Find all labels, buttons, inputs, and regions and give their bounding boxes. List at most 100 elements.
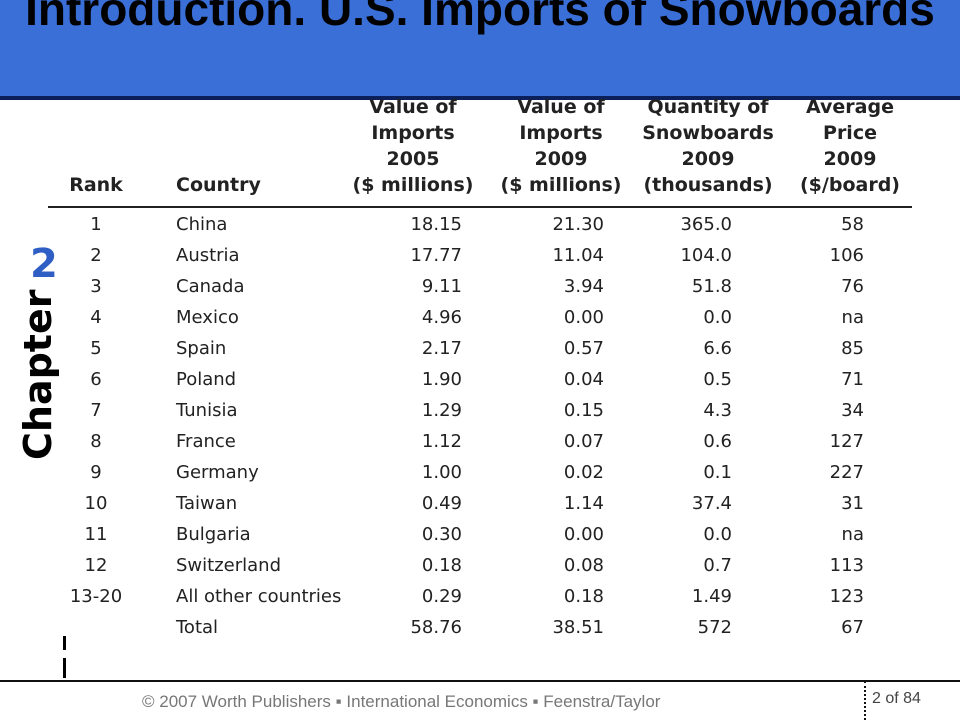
cell-country: Canada <box>176 276 245 297</box>
cell-value-2009: 0.15 <box>563 400 604 421</box>
header-quantity-2009: Quantity of Snowboards 2009 (thousands) <box>642 96 774 196</box>
chapter-number: 2 <box>30 241 58 287</box>
cell-country: Switzerland <box>176 555 281 576</box>
cell-rank: 4 <box>90 307 102 328</box>
cell-value-2009: 0.04 <box>563 369 604 390</box>
imports-table: Rank Country Value of Imports 2005 ($ mi… <box>48 96 912 638</box>
cell-country: Tunisia <box>176 400 238 421</box>
cell-value-2009: 0.00 <box>563 307 604 328</box>
cell-value-2009: 1.14 <box>563 493 604 514</box>
cell-rank: 12 <box>84 555 108 576</box>
cell-rank <box>48 612 144 643</box>
cell-value-2009: 0.18 <box>563 586 604 607</box>
page-number: 2 of 84 <box>872 690 921 707</box>
cell-value-2009: 0.08 <box>563 555 604 576</box>
cell-quantity-2009: 0.1 <box>703 462 732 483</box>
cell-price-2009: 106 <box>829 245 864 266</box>
cell-value-2005: 0.29 <box>421 586 462 607</box>
header-rank: Rank <box>69 174 123 196</box>
table-row: 2 Austria 17.77 11.04 104.0 106 <box>48 240 912 271</box>
cell-price-2009: 58 <box>841 214 864 235</box>
cell-value-2005: 0.49 <box>421 493 462 514</box>
cell-value-2005: 4.96 <box>421 307 462 328</box>
table-row: 3 Canada 9.11 3.94 51.8 76 <box>48 271 912 302</box>
cell-country: Germany <box>176 462 259 483</box>
cell-quantity-2009: 0.0 <box>703 524 732 545</box>
cell-value-2005: 0.18 <box>421 555 462 576</box>
cell-price-2009: 85 <box>841 338 864 359</box>
cell-country: Bulgaria <box>176 524 251 545</box>
footer-separator <box>864 681 866 720</box>
cell-rank: 9 <box>90 462 102 483</box>
table-row: 1 China 18.15 21.30 365.0 58 <box>48 209 912 240</box>
cell-value-2005: 1.29 <box>421 400 462 421</box>
cell-rank: 13-20 <box>69 586 123 607</box>
cell-quantity-2009: 0.7 <box>703 555 732 576</box>
cell-value-2009: 0.00 <box>563 524 604 545</box>
footer-credit: © 2007 Worth Publishers ▪ International … <box>142 692 661 711</box>
cell-quantity-2009: 572 <box>697 617 732 638</box>
cell-country: France <box>176 431 236 452</box>
cell-quantity-2009: 104.0 <box>680 245 732 266</box>
cell-value-2009: 0.57 <box>563 338 604 359</box>
table-body: 1 China 18.15 21.30 365.0 58 2 Austria 17.77 11.0… <box>48 209 912 643</box>
cell-price-2009: na <box>841 307 864 328</box>
cell-value-2005: 1.12 <box>421 431 462 452</box>
cell-value-2005: 2.17 <box>421 338 462 359</box>
cell-price-2009: 113 <box>829 555 864 576</box>
cell-country: Poland <box>176 369 237 390</box>
cell-country: Austria <box>176 245 240 266</box>
cell-rank: 1 <box>90 214 102 235</box>
cell-value-2009: 21.30 <box>552 214 604 235</box>
cell-quantity-2009: 4.3 <box>703 400 732 421</box>
cell-price-2009: na <box>841 524 864 545</box>
cell-rank: 8 <box>90 431 102 452</box>
cell-country: China <box>176 214 228 235</box>
cell-value-2009: 11.04 <box>552 245 604 266</box>
table-row: 9 Germany 1.00 0.02 0.1 227 <box>48 457 912 488</box>
table-row: 7 Tunisia 1.29 0.15 4.3 34 <box>48 395 912 426</box>
cell-country: Total <box>176 617 219 638</box>
table-row: 11 Bulgaria 0.30 0.00 0.0 na <box>48 519 912 550</box>
header-country: Country <box>176 174 261 196</box>
cell-price-2009: 227 <box>829 462 864 483</box>
cell-rank: 3 <box>90 276 102 297</box>
cell-price-2009: 67 <box>841 617 864 638</box>
cell-quantity-2009: 0.0 <box>703 307 732 328</box>
cell-value-2009: 0.02 <box>563 462 604 483</box>
side-dash-mark <box>63 658 66 678</box>
cell-country: Mexico <box>176 307 239 328</box>
cell-price-2009: 31 <box>841 493 864 514</box>
cell-country: Spain <box>176 338 227 359</box>
cell-quantity-2009: 6.6 <box>703 338 732 359</box>
footer-divider <box>0 680 960 682</box>
cell-value-2009: 3.94 <box>563 276 604 297</box>
side-dash-mark <box>63 636 66 650</box>
cell-rank: 6 <box>90 369 102 390</box>
title-banner: Introduction. U.S. Imports of Snowboards <box>0 0 960 100</box>
table-row: 12 Switzerland 0.18 0.08 0.7 113 <box>48 550 912 581</box>
header-value-2009: Value of Imports 2009 ($ millions) <box>500 96 622 196</box>
slide-title: Introduction. U.S. Imports of Snowboards <box>25 0 935 35</box>
cell-country: Taiwan <box>176 493 238 514</box>
cell-quantity-2009: 0.5 <box>703 369 732 390</box>
table-row: 8 France 1.12 0.07 0.6 127 <box>48 426 912 457</box>
cell-rank: 10 <box>84 493 108 514</box>
table-row: 10 Taiwan 0.49 1.14 37.4 31 <box>48 488 912 519</box>
table-row: 4 Mexico 4.96 0.00 0.0 na <box>48 302 912 333</box>
cell-value-2005: 0.30 <box>421 524 462 545</box>
cell-rank: 5 <box>90 338 102 359</box>
cell-country: All other countries <box>176 586 342 607</box>
cell-rank: 7 <box>90 400 102 421</box>
cell-quantity-2009: 51.8 <box>691 276 732 297</box>
cell-rank: 11 <box>84 524 108 545</box>
cell-price-2009: 34 <box>841 400 864 421</box>
cell-quantity-2009: 0.6 <box>703 431 732 452</box>
table-row: 6 Poland 1.90 0.04 0.5 71 <box>48 364 912 395</box>
cell-value-2005: 58.76 <box>410 617 462 638</box>
cell-value-2005: 17.77 <box>410 245 462 266</box>
cell-price-2009: 127 <box>829 431 864 452</box>
cell-value-2005: 9.11 <box>421 276 462 297</box>
table-row: Total 58.76 38.51 572 67 <box>48 612 912 643</box>
table-header: Rank Country Value of Imports 2005 ($ mi… <box>48 96 912 208</box>
